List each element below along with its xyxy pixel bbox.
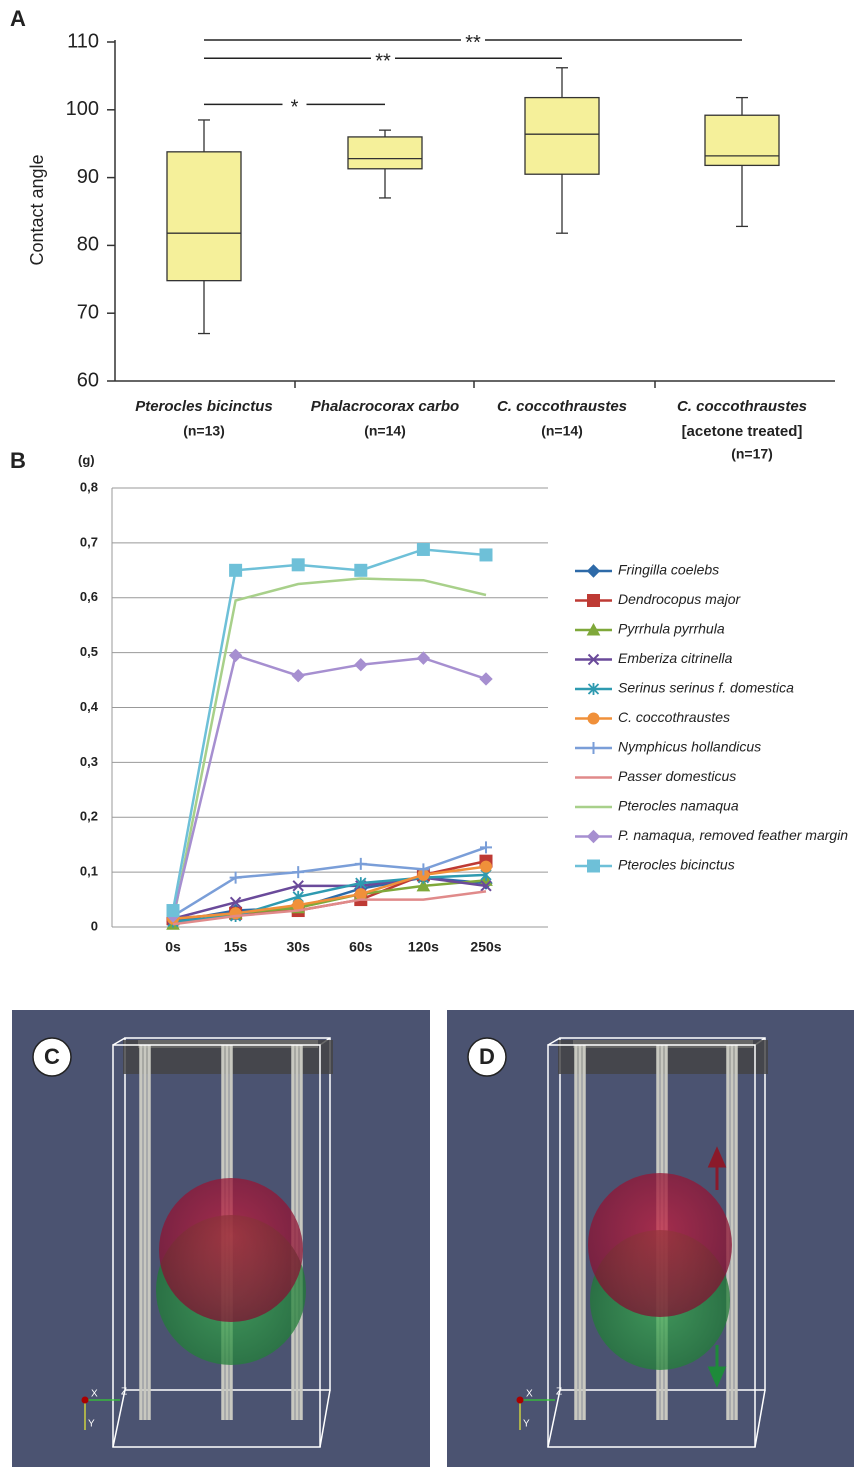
- panel-letter: A: [10, 6, 26, 31]
- y-tick-label: 0,4: [80, 699, 99, 714]
- panel-letter: D: [479, 1044, 495, 1069]
- legend-label: Pterocles namaqua: [618, 798, 739, 814]
- x-tick-label: 0s: [165, 939, 181, 955]
- y-axis-label: (g): [78, 452, 95, 467]
- axis-label: Y: [88, 1419, 95, 1430]
- x-tick-label: 30s: [287, 939, 311, 955]
- sample-size: (n=14): [541, 423, 583, 439]
- category-label: Phalacrocorax carbo: [311, 398, 459, 415]
- marker: [588, 831, 600, 843]
- marker: [588, 742, 600, 754]
- y-tick-label: 0,1: [80, 864, 98, 879]
- axis-label: Z: [121, 1387, 127, 1398]
- marker: [588, 565, 600, 577]
- series-line: [173, 579, 486, 922]
- marker: [230, 872, 242, 884]
- legend-label: Pterocles bicinctus: [618, 857, 735, 873]
- category-note: [acetone treated]: [682, 423, 803, 440]
- axis-label: X: [91, 1389, 98, 1400]
- sample-size: (n=13): [183, 423, 225, 439]
- marker: [480, 673, 492, 685]
- significance-label: **: [465, 32, 481, 54]
- marker: [292, 670, 304, 682]
- axis-label: Z: [556, 1387, 562, 1398]
- marker: [588, 860, 600, 872]
- legend-label: Serinus serinus f. domestica: [618, 680, 794, 696]
- marker: [588, 713, 599, 724]
- legend-label: C. coccothraustes: [618, 709, 730, 725]
- marker: [417, 543, 429, 555]
- marker: [355, 889, 366, 900]
- marker: [167, 905, 179, 917]
- axis-x: [517, 1397, 524, 1404]
- y-tick-label: 0,2: [80, 809, 98, 824]
- legend-label: Dendrocopus major: [618, 591, 742, 607]
- y-tick-label: 60: [77, 369, 99, 391]
- category-label: Pterocles bicinctus: [135, 398, 273, 415]
- marker: [481, 861, 492, 872]
- y-axis-label: Contact angle: [27, 154, 47, 265]
- box: [167, 152, 241, 281]
- sample-size: (n=14): [364, 423, 406, 439]
- marker: [230, 564, 242, 576]
- y-tick-label: 0,6: [80, 589, 98, 604]
- legend-label: Emberiza citrinella: [618, 650, 733, 666]
- y-tick-label: 0,3: [80, 754, 98, 769]
- significance-label: *: [291, 97, 299, 119]
- sphere-upper: [159, 1178, 303, 1322]
- y-tick-label: 80: [77, 234, 99, 256]
- legend-label: P. namaqua, removed feather margin: [618, 827, 848, 843]
- series-line: [173, 867, 486, 919]
- figure: A Contact angle B (g) 60 70 80 90 100 110 Pter…: [0, 0, 854, 1467]
- legend-label: Passer domesticus: [618, 768, 736, 784]
- marker: [355, 564, 367, 576]
- x-tick-label: 60s: [349, 939, 373, 955]
- significance-label: **: [375, 51, 391, 73]
- marker: [588, 595, 600, 607]
- panel-letter: C: [44, 1044, 60, 1069]
- marker: [355, 659, 367, 671]
- marker: [480, 549, 492, 561]
- y-tick-label: 70: [77, 301, 99, 323]
- legend-label: Pyrrhula pyrrhula: [618, 621, 725, 637]
- legend-label: Nymphicus hollandicus: [618, 739, 761, 755]
- y-tick-label: 0,7: [80, 534, 98, 549]
- marker: [230, 649, 242, 661]
- y-tick-label: 0,5: [80, 644, 98, 659]
- box: [525, 98, 599, 175]
- x-tick-label: 15s: [224, 939, 248, 955]
- y-tick-label: 0: [91, 918, 98, 933]
- box: [348, 137, 422, 169]
- box: [705, 115, 779, 165]
- y-tick-label: 100: [66, 98, 99, 120]
- axis-x: [82, 1397, 89, 1404]
- x-tick-label: 250s: [470, 939, 501, 955]
- axis-label: X: [526, 1389, 533, 1400]
- y-tick-label: 0,8: [80, 479, 98, 494]
- x-tick-label: 120s: [408, 939, 439, 955]
- category-label: C. coccothraustes: [497, 398, 627, 415]
- axis-label: Y: [523, 1419, 530, 1430]
- y-tick-label: 110: [67, 30, 99, 52]
- legend-label: Fringilla coelebs: [618, 562, 719, 578]
- marker: [480, 841, 492, 853]
- sphere-upper: [588, 1173, 732, 1317]
- marker: [355, 858, 367, 870]
- sample-size: (n=17): [731, 446, 773, 462]
- marker: [292, 559, 304, 571]
- category-label: C. coccothraustes: [677, 398, 807, 415]
- marker: [292, 866, 304, 878]
- series-line: [173, 891, 486, 924]
- y-tick-label: 90: [77, 166, 99, 188]
- series-line: [173, 549, 486, 910]
- panel-letter: B: [10, 448, 26, 473]
- marker: [417, 652, 429, 664]
